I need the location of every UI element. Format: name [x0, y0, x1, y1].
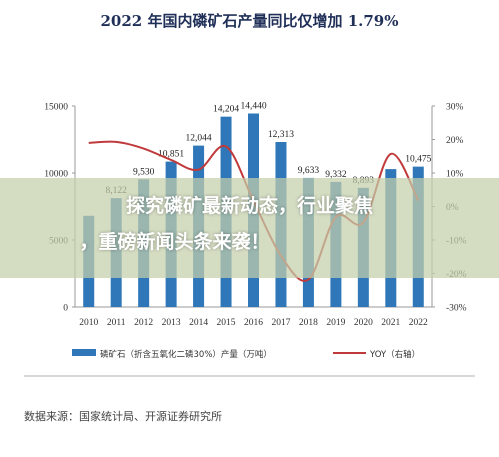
headline-line-2: ，重磅新闻头条来袭！: [79, 231, 270, 253]
legend-label-line: YOY（右轴）: [369, 349, 420, 360]
left-tick-label: 10000: [44, 170, 68, 180]
x-tick-label: 2012: [134, 318, 153, 328]
legend-label-bar: 磷矿石（折含五氧化二磷30%）产量（万吨）: [100, 349, 272, 360]
x-tick-label: 2021: [381, 318, 400, 328]
x-tick-label: 2013: [162, 318, 181, 328]
x-tick-label: 2011: [107, 318, 126, 328]
x-tick-label: 2015: [217, 318, 236, 328]
bar-data-label: 9,530: [133, 167, 155, 177]
right-tick-label: 10%: [446, 170, 464, 180]
x-tick-label: 2010: [79, 318, 98, 328]
right-tick-label: 30%: [446, 103, 464, 113]
x-tick-label: 2022: [409, 318, 428, 328]
right-tick-label: 20%: [446, 136, 464, 146]
x-tick-label: 2018: [299, 318, 318, 328]
x-tick-label: 2014: [189, 318, 208, 328]
headline-text: 探究磷矿最新动态，行业聚焦 ，重磅新闻头条来袭！: [0, 188, 499, 260]
x-tick-label: 2020: [354, 318, 373, 328]
bar-data-label: 12,313: [268, 130, 294, 140]
bar-data-label: 14,204: [213, 105, 239, 115]
x-tick-label: 2019: [326, 318, 345, 328]
bar-data-label: 12,044: [186, 134, 212, 144]
left-tick-label: 15000: [44, 103, 68, 113]
x-tick-label: 2016: [244, 318, 263, 328]
headline-line-1: 探究磷矿最新动态，行业聚焦: [125, 195, 373, 217]
left-tick-label: 0: [63, 304, 68, 314]
chart-title: 2022 年国内磷矿石产量同比仅增加 1.79%: [100, 12, 399, 30]
data-source: 数据来源：国家统计局、开源证券研究所: [24, 410, 222, 423]
bar-data-label: 9,332: [325, 170, 347, 180]
legend-swatch-bar: [72, 349, 96, 356]
headline-banner: [0, 178, 499, 278]
right-tick-label: -30%: [446, 304, 467, 314]
bar-data-label: 9,633: [298, 166, 320, 176]
bar-data-label: 10,851: [158, 150, 184, 160]
bar-data-label: 14,440: [240, 102, 266, 112]
x-tick-label: 2017: [271, 318, 290, 328]
bar-data-label: 10,475: [405, 155, 431, 165]
